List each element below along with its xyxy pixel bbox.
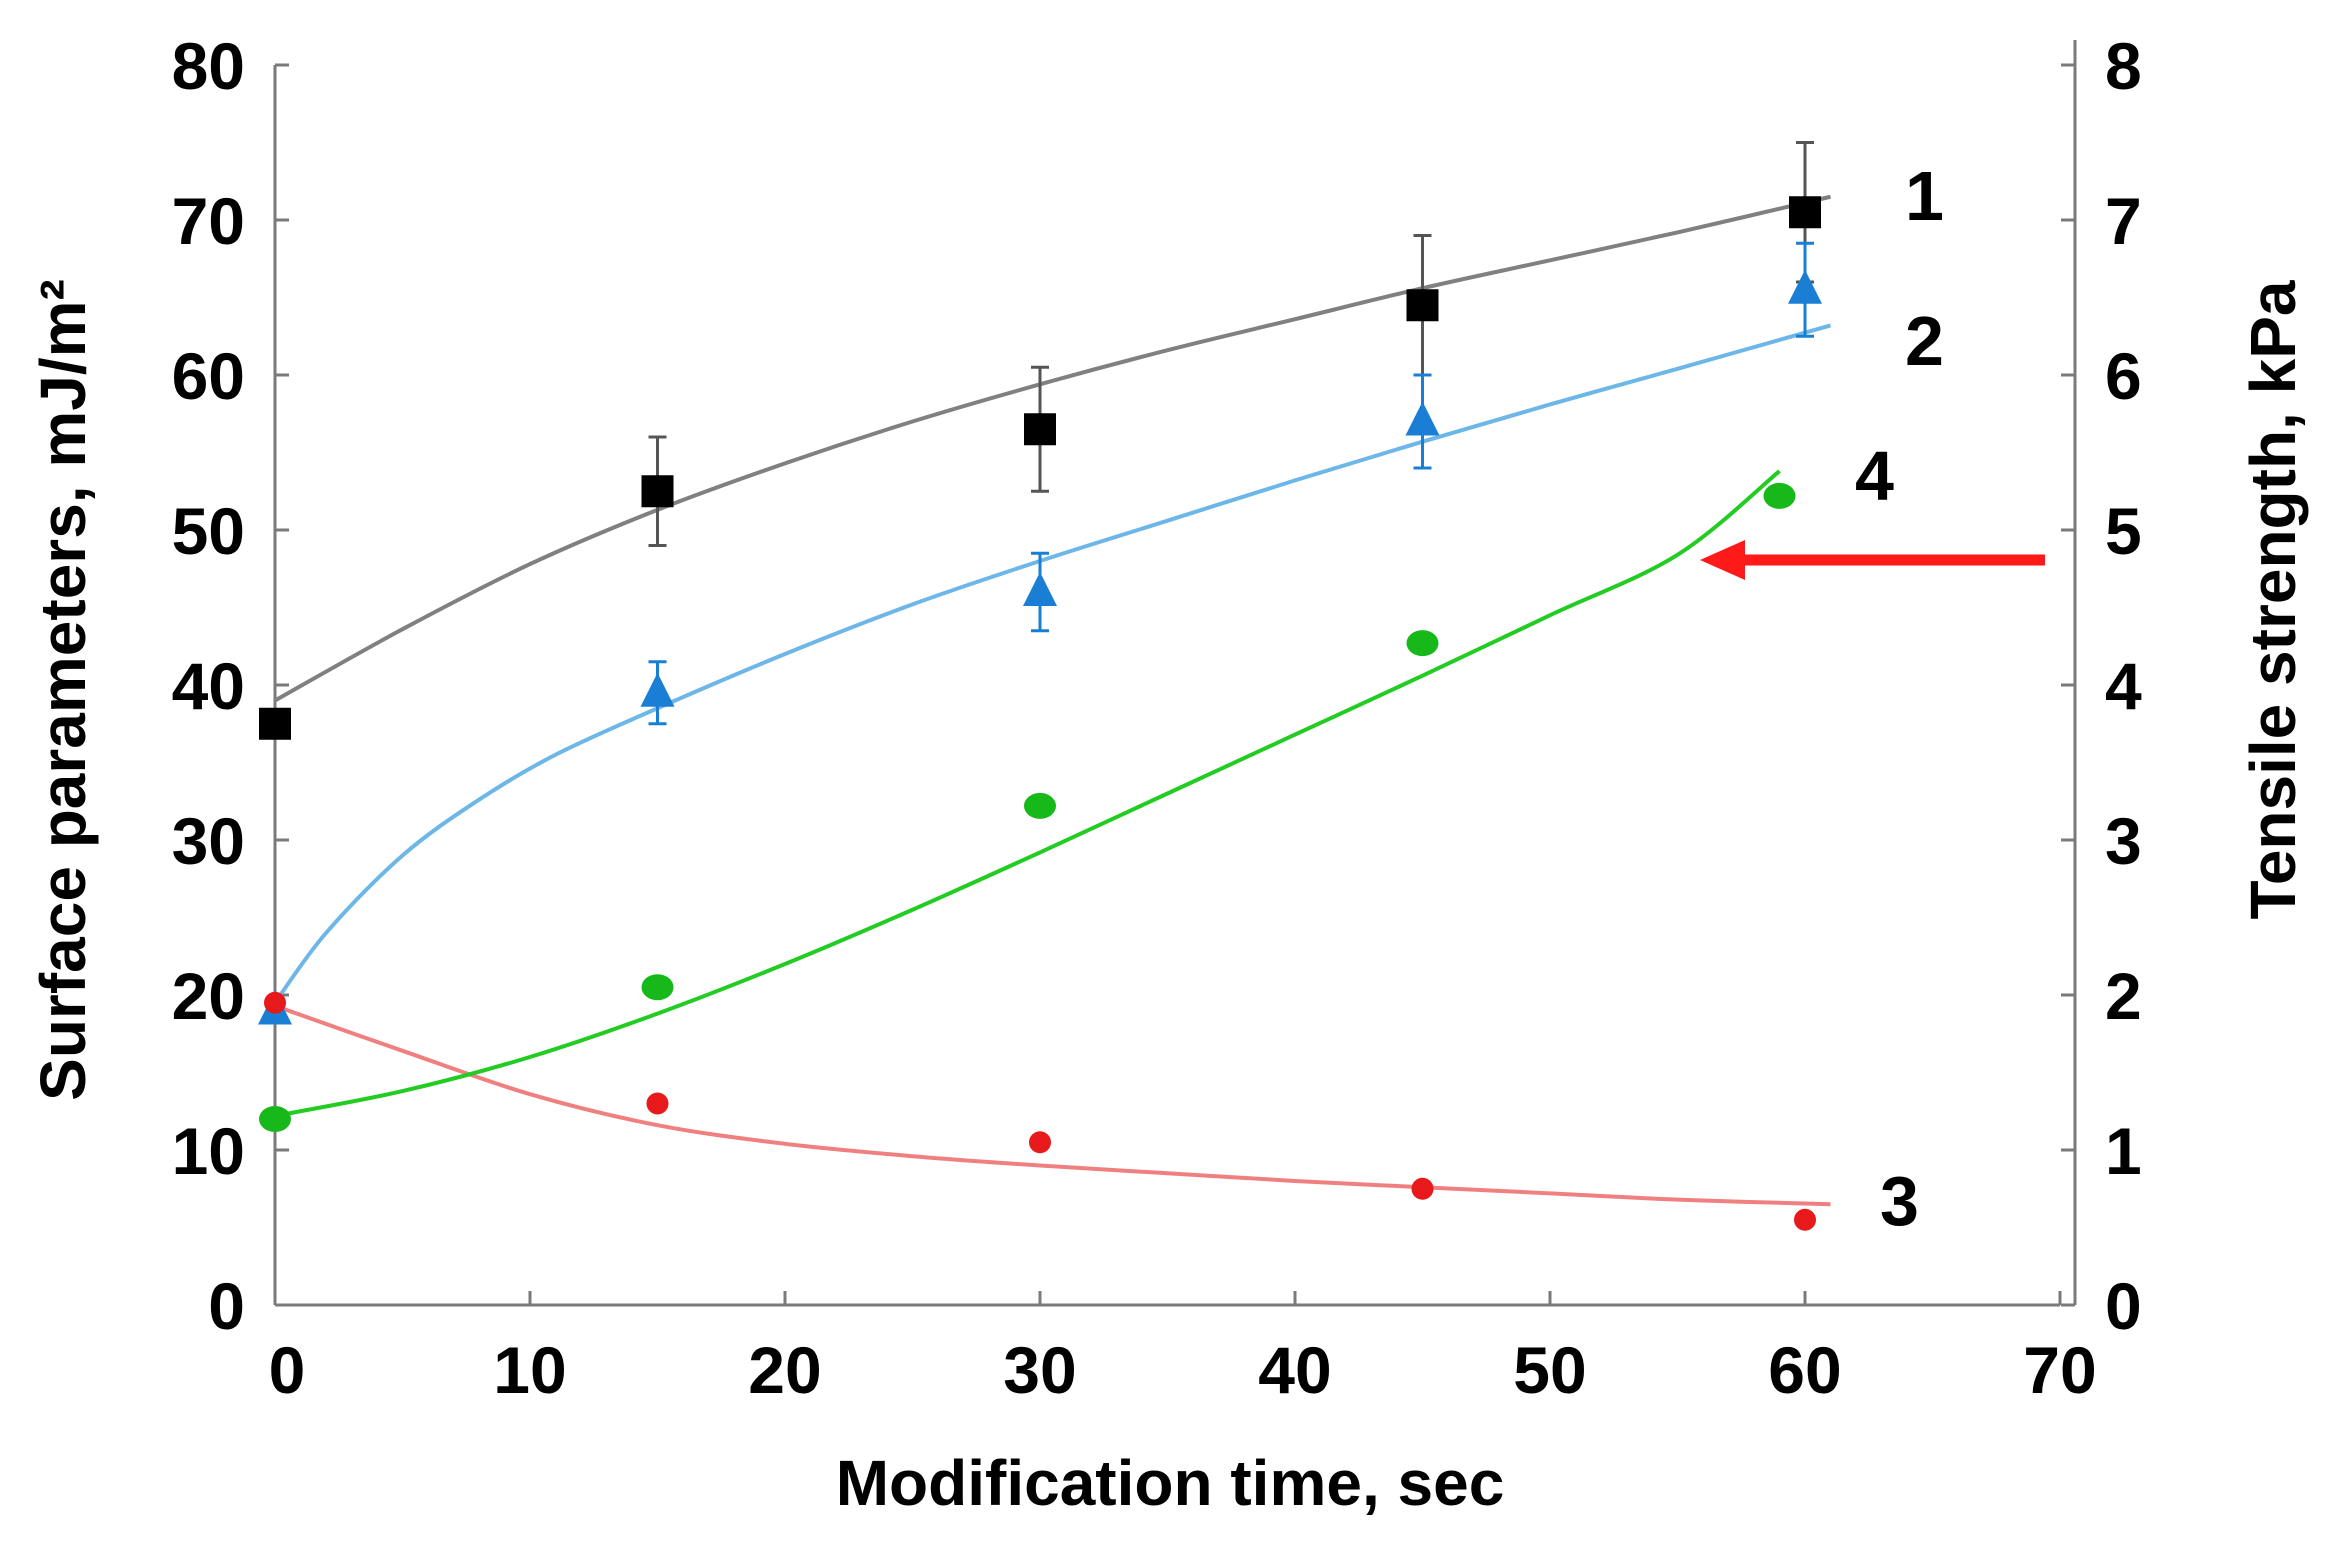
y-right-tick-label: 5 <box>2105 494 2142 568</box>
y-right-tick-label: 6 <box>2105 339 2142 413</box>
point-series-1 <box>259 707 291 740</box>
point-series-1 <box>641 475 674 508</box>
point-series-3 <box>264 991 286 1014</box>
point-series-3 <box>1029 1131 1051 1154</box>
series-label-2: 2 <box>1905 302 1944 380</box>
x-tick-label: 70 <box>2023 1333 2096 1407</box>
x-tick-label: 10 <box>493 1333 566 1407</box>
y-axis-right-title: Tensile strength, kPa <box>2237 280 2309 919</box>
x-tick-label: 60 <box>1768 1333 1841 1407</box>
y-axis-left-title: Surface parameters, mJ/m² <box>27 279 99 1101</box>
y-left-tick-label: 70 <box>172 184 245 258</box>
axes: 0 10 20 30 40 50 60 700102030405060708001234567… <box>172 29 2142 1407</box>
y-right-tick-label: 1 <box>2105 1114 2142 1188</box>
point-series-2 <box>1023 572 1057 606</box>
x-tick-label: 20 <box>748 1333 821 1407</box>
point-series-4 <box>259 1106 291 1132</box>
arrow-head <box>1700 540 1745 580</box>
point-series-4 <box>1763 482 1796 509</box>
y-left-tick-label: 80 <box>172 29 245 103</box>
annotations <box>1700 540 2045 580</box>
point-series-1 <box>1024 413 1056 446</box>
point-series-3 <box>646 1092 669 1115</box>
data-points <box>258 196 1822 1231</box>
y-right-tick-label: 8 <box>2105 29 2142 103</box>
x-tick-label: 30 <box>1003 1333 1076 1407</box>
point-series-4 <box>641 974 674 1001</box>
point-series-2 <box>1788 269 1822 304</box>
point-series-4 <box>1024 792 1056 819</box>
y-right-tick-label: 2 <box>2105 959 2142 1033</box>
series-label-3: 3 <box>1880 1162 1919 1240</box>
series-label-1: 1 <box>1905 157 1944 235</box>
y-right-tick-label: 4 <box>2105 649 2142 723</box>
x-axis-title: Modification time, sec <box>836 1447 1505 1519</box>
point-series-1 <box>1406 289 1439 322</box>
x-tick-label: 40 <box>1258 1333 1331 1407</box>
y-left-tick-label: 50 <box>172 494 245 568</box>
x-tick-label: 0 <box>269 1333 306 1407</box>
y-left-tick-label: 60 <box>172 339 245 413</box>
y-right-tick-label: 0 <box>2105 1269 2142 1343</box>
y-left-tick-label: 10 <box>172 1114 245 1188</box>
point-series-3 <box>1411 1177 1434 1200</box>
fit-curve-series-3 <box>274 1003 1831 1207</box>
x-tick-label: 50 <box>1513 1333 1586 1407</box>
fit-curve-series-2 <box>273 323 1832 1004</box>
y-left-tick-label: 20 <box>172 959 245 1033</box>
y-left-tick-label: 30 <box>172 804 245 878</box>
series-label-4: 4 <box>1855 437 1894 515</box>
y-right-tick-label: 3 <box>2105 804 2142 878</box>
point-series-3 <box>1794 1208 1816 1231</box>
series-labels: 1 2 3 4 <box>1855 157 1944 1240</box>
point-series-1 <box>1789 196 1821 229</box>
point-series-4 <box>1406 630 1439 657</box>
fit-curves <box>273 194 1832 1207</box>
point-series-2 <box>1405 401 1440 436</box>
fit-curve-series-4 <box>274 469 1781 1118</box>
fit-curve-series-1 <box>274 194 1831 703</box>
y-left-tick-label: 0 <box>208 1269 245 1343</box>
point-series-2 <box>640 672 675 707</box>
y-right-tick-label: 7 <box>2105 184 2142 258</box>
y-left-tick-label: 40 <box>172 649 245 723</box>
